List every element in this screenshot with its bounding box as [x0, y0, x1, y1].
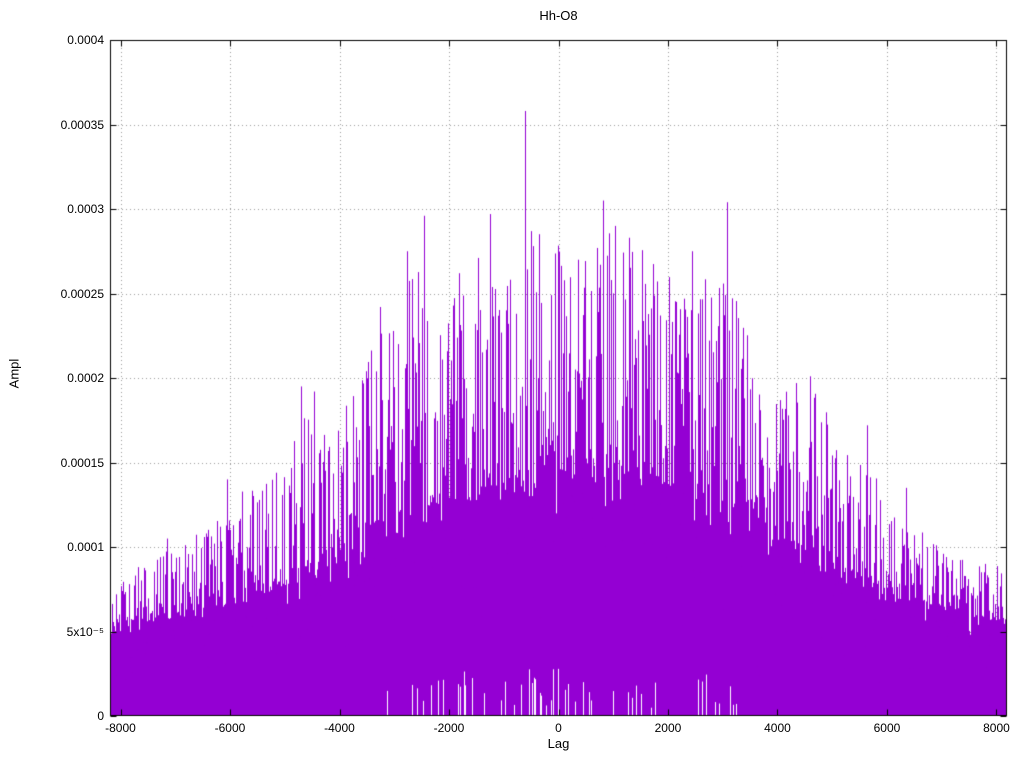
- y-tick-label: 0.0004: [67, 33, 104, 47]
- x-tick-label: 2000: [654, 721, 682, 735]
- x-tick-label: -6000: [214, 721, 246, 735]
- x-tick-label: 8000: [983, 721, 1010, 735]
- y-tick-label: 0.0003: [67, 202, 104, 216]
- x-tick-label: 4000: [764, 721, 791, 735]
- y-tick-label: 0.00035: [60, 117, 104, 132]
- y-tick-label: 0: [97, 709, 104, 723]
- chart-title: Hh-O8: [539, 8, 578, 23]
- x-tick-label: -8000: [105, 721, 136, 735]
- y-tick-label: 0.00025: [60, 286, 104, 301]
- y-tick-label: 5x10⁻⁵: [66, 624, 104, 639]
- y-tick-label: 0.0001: [67, 540, 104, 554]
- y-tick-label: 0.0002: [67, 371, 104, 385]
- x-tick-label: 0: [555, 721, 562, 735]
- x-axis-label: Lag: [547, 736, 570, 751]
- x-tick-label: 6000: [873, 721, 901, 735]
- x-tick-label: -2000: [433, 721, 465, 735]
- y-tick-label: 0.00015: [60, 455, 104, 470]
- x-tick-label: -4000: [324, 721, 355, 735]
